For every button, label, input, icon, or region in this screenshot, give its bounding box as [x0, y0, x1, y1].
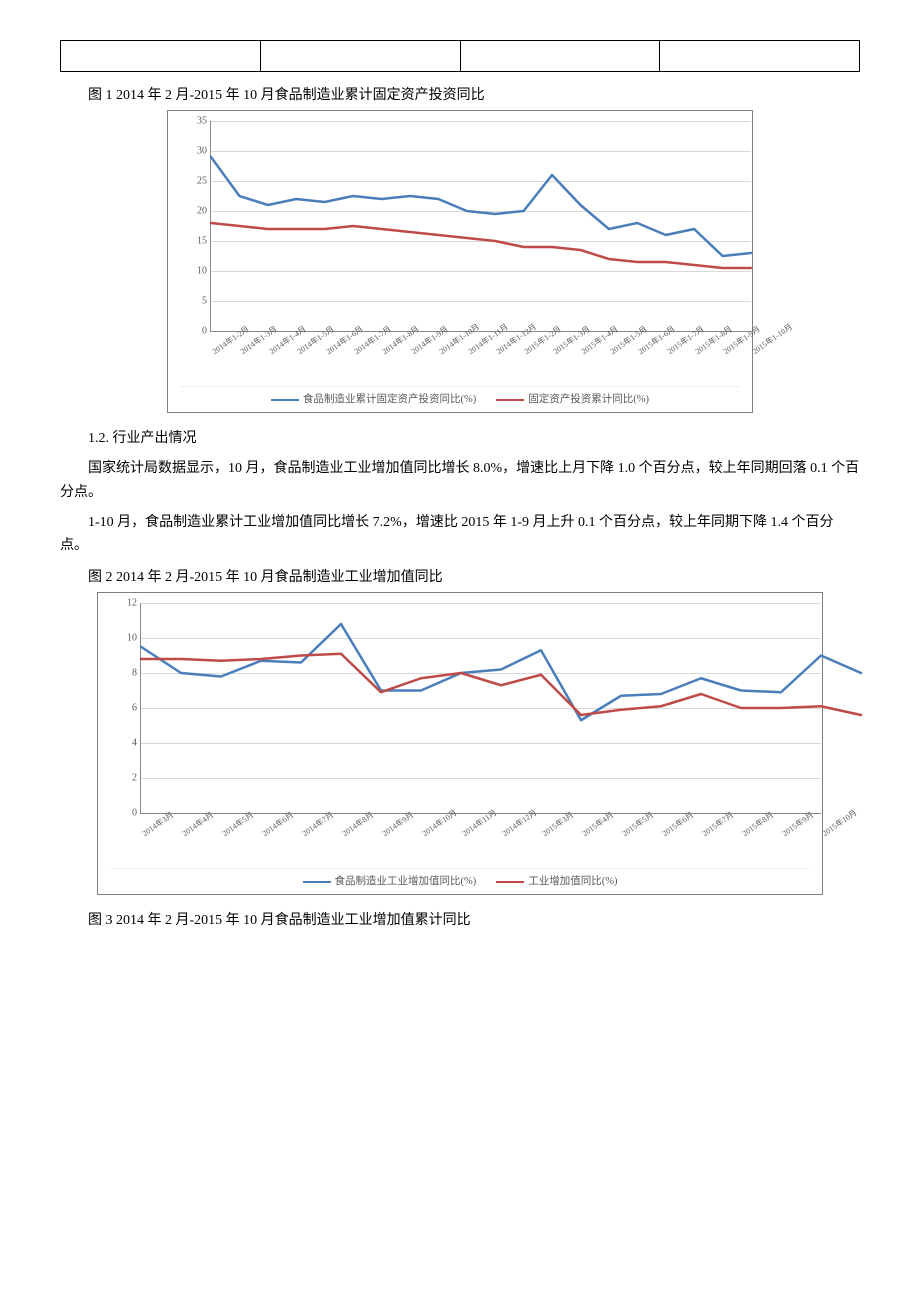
x-tick-label: 2014年1-7月	[352, 348, 380, 387]
x-tick-label: 2015年10月	[820, 830, 848, 869]
y-tick-label: 2	[113, 773, 137, 784]
legend-item: 工业增加值同比(%)	[496, 873, 617, 888]
x-tick-label: 2014年6月	[260, 830, 288, 869]
x-tick-label: 2015年1-7月	[665, 348, 693, 387]
y-tick-label: 30	[183, 146, 207, 157]
x-tick-label: 2014年1-4月	[267, 348, 295, 387]
x-tick-label: 2014年3月	[140, 830, 168, 869]
y-tick-label: 0	[183, 326, 207, 337]
x-tick-label: 2015年9月	[780, 830, 808, 869]
x-tick-label: 2015年4月	[580, 830, 608, 869]
x-tick-label: 2015年7月	[700, 830, 728, 869]
y-tick-label: 20	[183, 206, 207, 217]
y-tick-label: 0	[113, 808, 137, 819]
legend-swatch	[496, 399, 524, 401]
y-tick-label: 15	[183, 236, 207, 247]
x-tick-label: 2014年11月	[460, 830, 488, 869]
fig2-xlabels: 2014年3月 2014年4月 2014年5月 2014年6月 2014年7月 2014年…	[140, 818, 820, 866]
legend-swatch	[271, 399, 299, 401]
x-tick-label: 2014年1-11月	[466, 348, 494, 387]
x-tick-label: 2014年1-9月	[409, 348, 437, 387]
x-tick-label: 2014年1-12月	[494, 348, 522, 387]
x-tick-label: 2014年1-10月	[437, 348, 465, 387]
x-tick-label: 2015年6月	[660, 830, 688, 869]
x-tick-label: 2014年1-6月	[324, 348, 352, 387]
y-tick-label: 5	[183, 296, 207, 307]
legend-label: 食品制造业工业增加值同比(%)	[335, 876, 477, 887]
x-tick-label: 2014年5月	[220, 830, 248, 869]
y-tick-label: 6	[113, 703, 137, 714]
x-tick-label: 2015年1-5月	[608, 348, 636, 387]
x-tick-label: 2015年1-4月	[579, 348, 607, 387]
fig1-plot: 05101520253035	[210, 121, 751, 332]
x-tick-label: 2014年4月	[180, 830, 208, 869]
paragraph-2: 1-10 月，食品制造业累计工业增加值同比增长 7.2%，增速比 2015 年 …	[60, 511, 860, 559]
paragraph-1: 国家统计局数据显示，10 月，食品制造业工业增加值同比增长 8.0%，增速比上月…	[60, 457, 860, 505]
section-1-2-heading: 1.2. 行业产出情况	[60, 427, 860, 447]
fig3-caption: 图 3 2014 年 2 月-2015 年 10 月食品制造业工业增加值累计同比	[60, 909, 860, 929]
x-tick-label: 2014年8月	[340, 830, 368, 869]
fig1-xlabels: 2014年1-2月2014年1-3月2014年1-4月2014年1-5月2014…	[210, 336, 750, 384]
fig1-caption: 图 1 2014 年 2 月-2015 年 10 月食品制造业累计固定资产投资同…	[60, 84, 860, 104]
x-tick-label: 2014年1-8月	[380, 348, 408, 387]
x-tick-label: 2015年1-3月	[551, 348, 579, 387]
x-tick-label: 2014年1-2月	[210, 348, 238, 387]
empty-header-table	[60, 40, 860, 72]
y-tick-label: 35	[183, 116, 207, 127]
y-tick-label: 25	[183, 176, 207, 187]
x-tick-label: 2014年1-5月	[295, 348, 323, 387]
x-tick-label: 2015年1-2月	[522, 348, 550, 387]
fig2-legend: 食品制造业工业增加值同比(%) 工业增加值同比(%)	[110, 868, 810, 888]
x-tick-label: 2014年10月	[420, 830, 448, 869]
legend-label: 工业增加值同比(%)	[528, 876, 617, 887]
fig1-legend: 食品制造业累计固定资产投资同比(%) 固定资产投资累计同比(%)	[180, 386, 740, 406]
x-tick-label: 2014年1-3月	[238, 348, 266, 387]
x-tick-label: 2015年8月	[740, 830, 768, 869]
legend-swatch	[303, 881, 331, 883]
x-tick-label: 2015年1-9月	[721, 348, 749, 387]
legend-label: 食品制造业累计固定资产投资同比(%)	[303, 394, 476, 405]
x-tick-label: 2015年1-8月	[693, 348, 721, 387]
x-tick-label: 2015年3月	[540, 830, 568, 869]
y-tick-label: 12	[113, 598, 137, 609]
y-tick-label: 4	[113, 738, 137, 749]
legend-swatch	[496, 881, 524, 883]
legend-item: 固定资产投资累计同比(%)	[496, 391, 649, 406]
legend-item: 食品制造业工业增加值同比(%)	[303, 873, 477, 888]
fig2-caption: 图 2 2014 年 2 月-2015 年 10 月食品制造业工业增加值同比	[60, 566, 860, 586]
y-tick-label: 10	[113, 633, 137, 644]
x-tick-label: 2014年7月	[300, 830, 328, 869]
fig2-plot: 024681012	[140, 603, 821, 814]
fig1-chart: 05101520253035 2014年1-2月2014年1-3月2014年1-…	[167, 110, 753, 413]
legend-label: 固定资产投资累计同比(%)	[528, 394, 649, 405]
x-tick-label: 2014年12月	[500, 830, 528, 869]
y-tick-label: 8	[113, 668, 137, 679]
legend-item: 食品制造业累计固定资产投资同比(%)	[271, 391, 476, 406]
x-tick-label: 2015年1-10月	[750, 348, 778, 387]
fig2-chart: 024681012 2014年3月2014年4月2014年5月2014年6月20…	[97, 592, 823, 895]
y-tick-label: 10	[183, 266, 207, 277]
x-tick-label: 2015年1-6月	[636, 348, 664, 387]
x-tick-label: 2014年9月	[380, 830, 408, 869]
x-tick-label: 2015年5月	[620, 830, 648, 869]
